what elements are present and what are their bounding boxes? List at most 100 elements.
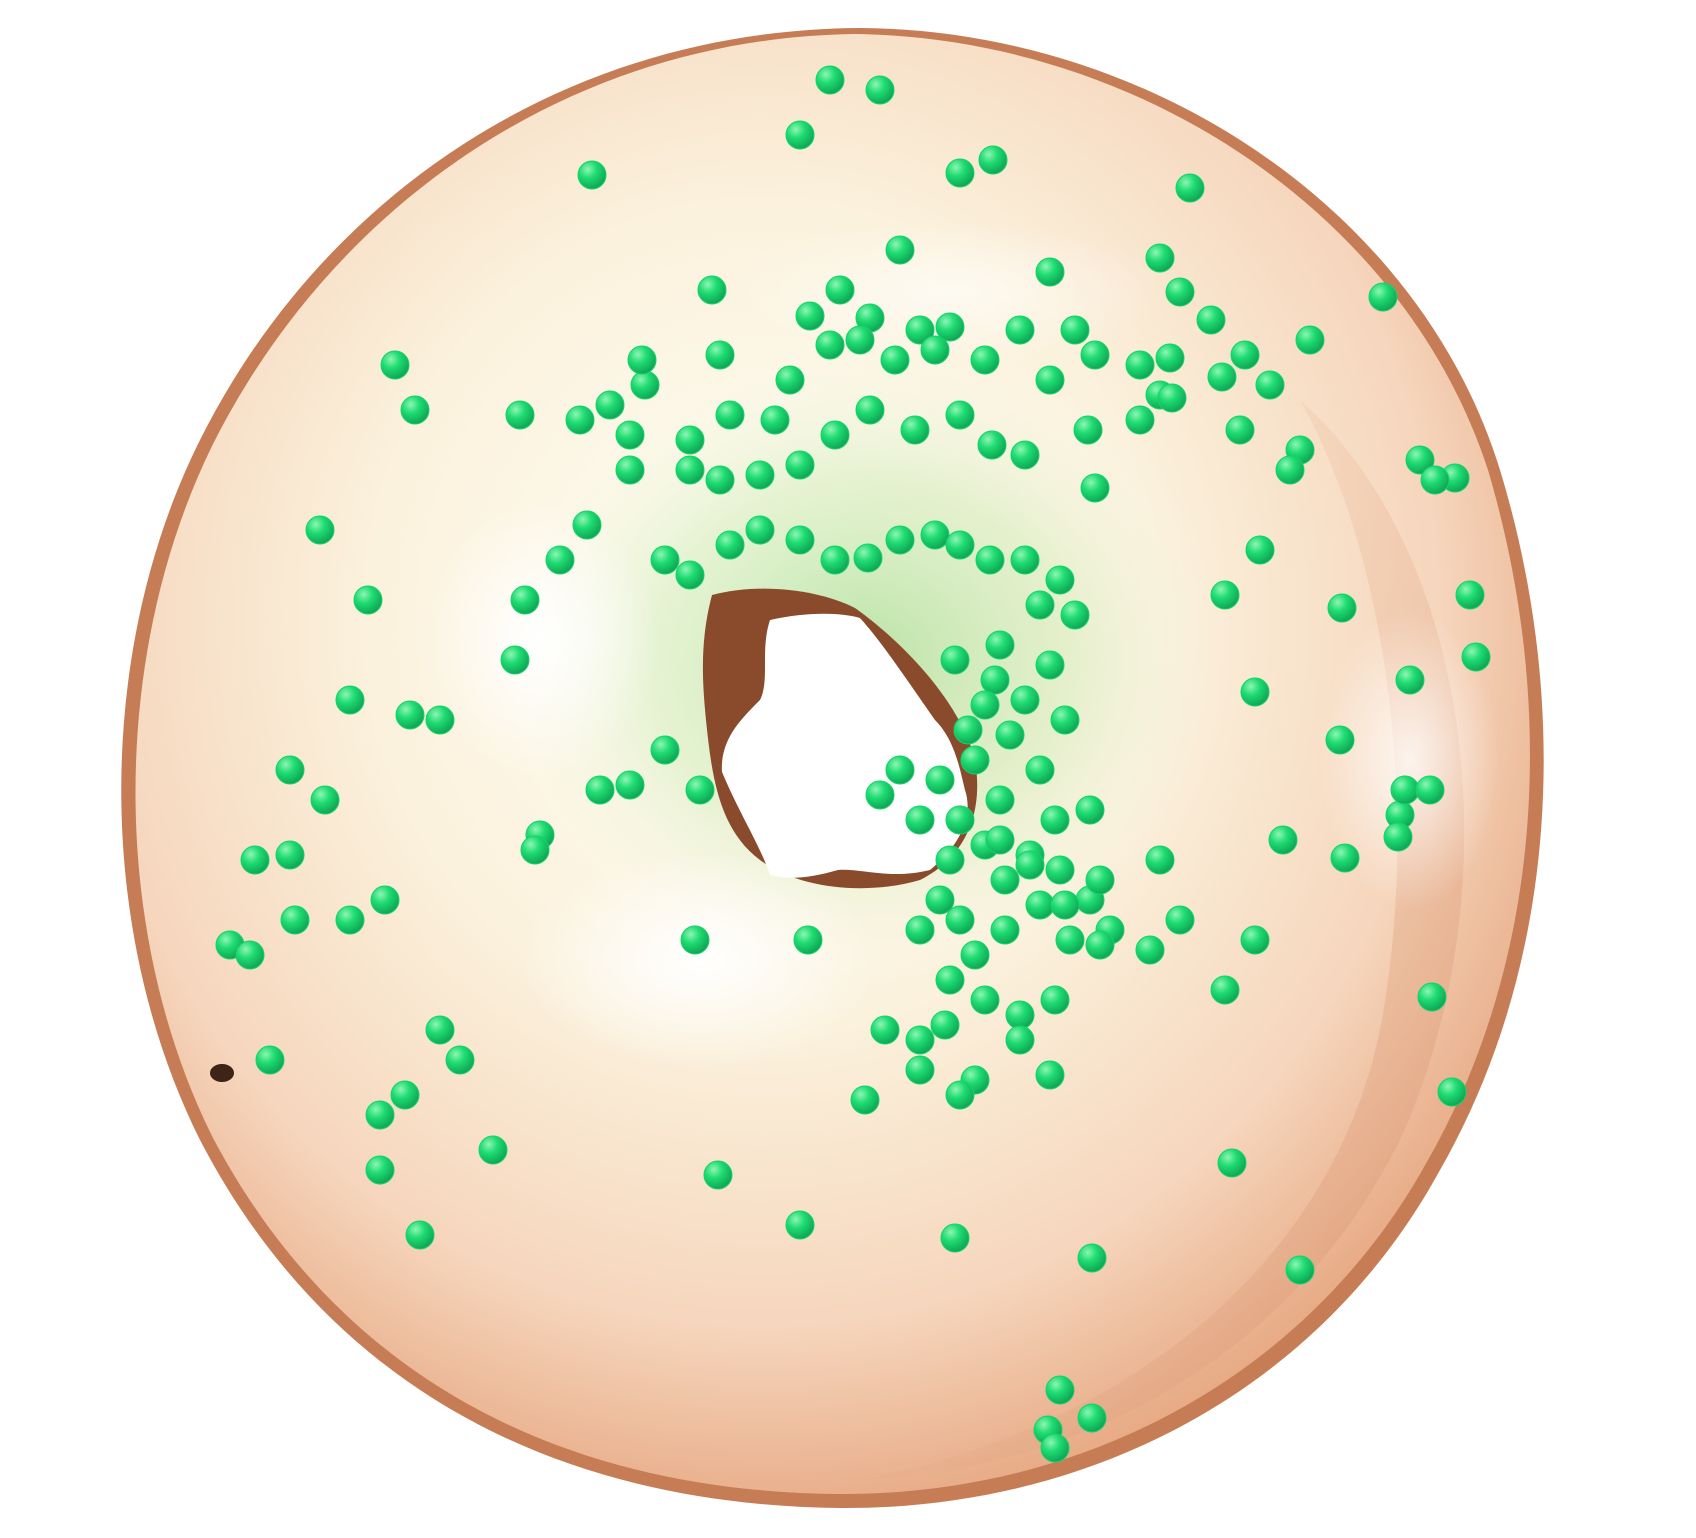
glaze-highlight-left bbox=[420, 500, 660, 780]
sprinkle bbox=[977, 430, 1007, 460]
sprinkle bbox=[1080, 340, 1110, 370]
sprinkle bbox=[275, 755, 305, 785]
sprinkle bbox=[310, 785, 340, 815]
sprinkle bbox=[1010, 545, 1040, 575]
sprinkle bbox=[1165, 905, 1195, 935]
dough-spot bbox=[210, 1064, 234, 1082]
sprinkle bbox=[595, 390, 625, 420]
sprinkle bbox=[478, 1135, 508, 1165]
sprinkle bbox=[1240, 925, 1270, 955]
sprinkle bbox=[1135, 935, 1165, 965]
sprinkle bbox=[1240, 677, 1270, 707]
donut-hole bbox=[721, 613, 968, 878]
sprinkle bbox=[885, 525, 915, 555]
sprinkle bbox=[685, 775, 715, 805]
sprinkle bbox=[745, 515, 775, 545]
sprinkle bbox=[760, 405, 790, 435]
sprinkle bbox=[255, 1045, 285, 1075]
sprinkle bbox=[365, 1100, 395, 1130]
sprinkle bbox=[795, 301, 825, 331]
sprinkle bbox=[885, 235, 915, 265]
sprinkle bbox=[1045, 855, 1075, 885]
sprinkle bbox=[905, 315, 935, 345]
sprinkle bbox=[945, 1080, 975, 1110]
sprinkle bbox=[1217, 1148, 1247, 1178]
sprinkle bbox=[785, 450, 815, 480]
sprinkle bbox=[990, 865, 1020, 895]
sprinkle bbox=[970, 690, 1000, 720]
sprinkle bbox=[925, 885, 955, 915]
sprinkle bbox=[1040, 1433, 1070, 1463]
sprinkle bbox=[935, 845, 965, 875]
sprinkle bbox=[930, 1010, 960, 1040]
sprinkle bbox=[565, 405, 595, 435]
sprinkle bbox=[1285, 1255, 1315, 1285]
sprinkle bbox=[577, 160, 607, 190]
sprinkle bbox=[675, 560, 705, 590]
sprinkle bbox=[1368, 282, 1398, 312]
sprinkle bbox=[1080, 473, 1110, 503]
sprinkle bbox=[405, 1220, 435, 1250]
sprinkle bbox=[1015, 850, 1045, 880]
sprinkle bbox=[845, 325, 875, 355]
sprinkle bbox=[630, 370, 660, 400]
sprinkle bbox=[1383, 822, 1413, 852]
sprinkle bbox=[1225, 415, 1255, 445]
sprinkle bbox=[680, 925, 710, 955]
sprinkle bbox=[1295, 325, 1325, 355]
sprinkle bbox=[1060, 315, 1090, 345]
sprinkle bbox=[1010, 685, 1040, 715]
sprinkle bbox=[815, 330, 845, 360]
sprinkle bbox=[1210, 580, 1240, 610]
sprinkle bbox=[1196, 305, 1226, 335]
sprinkle bbox=[1025, 755, 1055, 785]
sprinkle bbox=[850, 1085, 880, 1115]
sprinkle bbox=[380, 350, 410, 380]
sprinkle bbox=[240, 845, 270, 875]
sprinkle bbox=[615, 770, 645, 800]
sprinkle bbox=[425, 705, 455, 735]
sprinkle bbox=[370, 885, 400, 915]
sprinkle bbox=[1055, 925, 1085, 955]
sprinkle bbox=[400, 395, 430, 425]
sprinkle bbox=[960, 940, 990, 970]
sprinkle bbox=[1010, 440, 1040, 470]
sprinkle bbox=[1390, 775, 1420, 805]
sprinkle bbox=[940, 645, 970, 675]
sprinkle bbox=[905, 805, 935, 835]
sprinkle bbox=[1035, 257, 1065, 287]
sprinkle bbox=[615, 455, 645, 485]
sprinkle bbox=[305, 515, 335, 545]
sprinkle bbox=[1395, 665, 1425, 695]
sprinkle bbox=[920, 335, 950, 365]
sprinkle bbox=[1050, 705, 1080, 735]
sprinkle bbox=[1045, 565, 1075, 595]
sprinkle bbox=[1077, 1403, 1107, 1433]
glaze-highlight-bottom bbox=[520, 850, 880, 1070]
sprinkle bbox=[1417, 982, 1447, 1012]
sprinkle bbox=[970, 345, 1000, 375]
sprinkle bbox=[235, 940, 265, 970]
sprinkle bbox=[715, 400, 745, 430]
sprinkle bbox=[650, 735, 680, 765]
sprinkle bbox=[815, 65, 845, 95]
sprinkle bbox=[572, 510, 602, 540]
sprinkle bbox=[1255, 370, 1285, 400]
sprinkle bbox=[353, 585, 383, 615]
glaze-rim-shadow bbox=[860, 400, 1465, 1480]
sprinkle bbox=[1005, 315, 1035, 345]
sprinkle bbox=[935, 312, 965, 342]
sprinkle bbox=[275, 840, 305, 870]
sprinkle bbox=[985, 825, 1015, 855]
glaze-highlight-top bbox=[730, 220, 1170, 360]
sprinkle bbox=[953, 715, 983, 745]
sprinkle bbox=[1405, 445, 1435, 475]
sprinkle bbox=[1245, 535, 1275, 565]
sprinkle bbox=[280, 905, 310, 935]
sprinkle bbox=[960, 745, 990, 775]
sprinkle bbox=[1060, 600, 1090, 630]
sprinkle bbox=[905, 1055, 935, 1085]
sprinkle bbox=[793, 925, 823, 955]
sprinkle bbox=[1125, 350, 1155, 380]
